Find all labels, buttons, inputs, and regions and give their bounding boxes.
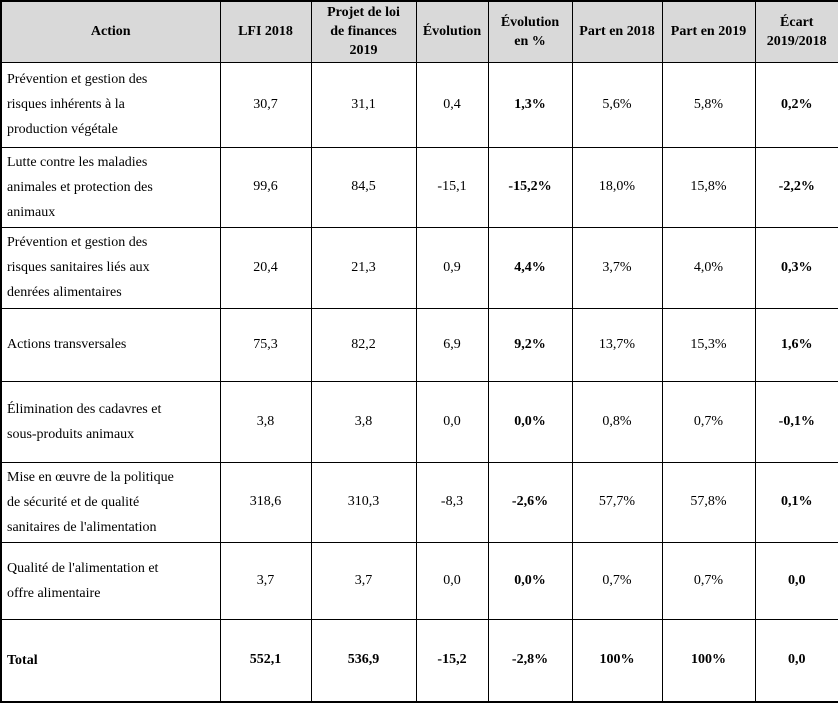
cell-evolution: -15,1 (415, 146, 489, 228)
cell-evolution-pct: 9,2% (487, 307, 573, 382)
cell-lfi-2018: 3,8 (219, 380, 312, 463)
cell-evolution-pct: 0,0% (487, 541, 573, 620)
cell-lfi-2018: 99,6 (219, 146, 312, 228)
cell-ecart: 0,1% (754, 461, 838, 543)
cell-part-2019: 15,8% (661, 146, 756, 228)
cell-action-label: Mise en œuvre de la politique de sécurit… (0, 461, 221, 543)
cell-lfi-2018: 318,6 (219, 461, 312, 543)
cell-evolution: 0,0 (415, 541, 489, 620)
cell-ecart: 0,0 (754, 618, 838, 703)
table-row: Prévention et gestion des risques sanita… (0, 226, 838, 309)
cell-action-label: Lutte contre les maladies animales et pr… (0, 146, 221, 228)
cell-lfi-2018: 75,3 (219, 307, 312, 382)
table-row: Actions transversales 75,3 82,2 6,9 9,2% 13,7… (0, 307, 838, 382)
cell-total-label: Total (0, 618, 221, 703)
cell-plf-2019: 536,9 (310, 618, 417, 703)
cell-evolution: 0,9 (415, 226, 489, 309)
cell-evolution-pct: -15,2% (487, 146, 573, 228)
table-row: Lutte contre les maladies animales et pr… (0, 146, 838, 228)
cell-evolution: 0,4 (415, 61, 489, 148)
total-row: Total 552,1 536,9 -15,2 -2,8% 100% 100% 0,0 (0, 618, 838, 703)
cell-action-label: Prévention et gestion des risques sanita… (0, 226, 221, 309)
header-cell-part-2019: Part en 2019 (661, 0, 756, 63)
cell-evolution: -8,3 (415, 461, 489, 543)
cell-ecart: 0,3% (754, 226, 838, 309)
header-cell-lfi-2018: LFI 2018 (219, 0, 312, 63)
cell-ecart: -2,2% (754, 146, 838, 228)
cell-part-2018: 0,7% (571, 541, 663, 620)
cell-part-2018: 18,0% (571, 146, 663, 228)
table-row: Qualité de l'alimentation et offre alime… (0, 541, 838, 620)
table-header: Action LFI 2018 Projet de loi de finances… (0, 0, 838, 63)
cell-lfi-2018: 30,7 (219, 61, 312, 148)
cell-part-2018: 0,8% (571, 380, 663, 463)
cell-part-2018: 13,7% (571, 307, 663, 382)
header-cell-ecart: Écart 2019/2018 (754, 0, 838, 63)
cell-action-label: Actions transversales (0, 307, 221, 382)
cell-action-label: Qualité de l'alimentation et offre alime… (0, 541, 221, 620)
cell-action-label: Élimination des cadavres et sous-produit… (0, 380, 221, 463)
cell-evolution-pct: 4,4% (487, 226, 573, 309)
table-row: Élimination des cadavres et sous-produit… (0, 380, 838, 463)
cell-ecart: 1,6% (754, 307, 838, 382)
cell-evolution: -15,2 (415, 618, 489, 703)
cell-part-2018: 5,6% (571, 61, 663, 148)
cell-lfi-2018: 20,4 (219, 226, 312, 309)
cell-lfi-2018: 552,1 (219, 618, 312, 703)
table-row: Prévention et gestion des risques inhére… (0, 61, 838, 148)
cell-evolution: 0,0 (415, 380, 489, 463)
cell-plf-2019: 31,1 (310, 61, 417, 148)
cell-part-2019: 15,3% (661, 307, 756, 382)
header-cell-plf-2019: Projet de loi de finances 2019 (310, 0, 417, 63)
cell-ecart: 0,2% (754, 61, 838, 148)
cell-plf-2019: 82,2 (310, 307, 417, 382)
header-cell-evolution-pct: Évolution en % (487, 0, 573, 63)
cell-ecart: 0,0 (754, 541, 838, 620)
cell-part-2019: 100% (661, 618, 756, 703)
header-cell-action: Action (0, 0, 221, 63)
table-row: Mise en œuvre de la politique de sécurit… (0, 461, 838, 543)
cell-part-2018: 100% (571, 618, 663, 703)
cell-action-label: Prévention et gestion des risques inhére… (0, 61, 221, 148)
cell-part-2019: 0,7% (661, 380, 756, 463)
cell-plf-2019: 310,3 (310, 461, 417, 543)
cell-plf-2019: 21,3 (310, 226, 417, 309)
cell-ecart: -0,1% (754, 380, 838, 463)
cell-part-2019: 5,8% (661, 61, 756, 148)
table-body: Prévention et gestion des risques inhére… (0, 61, 838, 703)
cell-part-2019: 57,8% (661, 461, 756, 543)
cell-plf-2019: 3,8 (310, 380, 417, 463)
cell-lfi-2018: 3,7 (219, 541, 312, 620)
cell-part-2019: 0,7% (661, 541, 756, 620)
cell-evolution-pct: -2,8% (487, 618, 573, 703)
cell-evolution-pct: 1,3% (487, 61, 573, 148)
cell-plf-2019: 3,7 (310, 541, 417, 620)
cell-part-2019: 4,0% (661, 226, 756, 309)
cell-evolution: 6,9 (415, 307, 489, 382)
header-cell-part-2018: Part en 2018 (571, 0, 663, 63)
cell-evolution-pct: -2,6% (487, 461, 573, 543)
cell-evolution-pct: 0,0% (487, 380, 573, 463)
cell-part-2018: 57,7% (571, 461, 663, 543)
cell-part-2018: 3,7% (571, 226, 663, 309)
header-row: Action LFI 2018 Projet de loi de finances… (0, 0, 838, 63)
header-cell-evolution: Évolution (415, 0, 489, 63)
cell-plf-2019: 84,5 (310, 146, 417, 228)
